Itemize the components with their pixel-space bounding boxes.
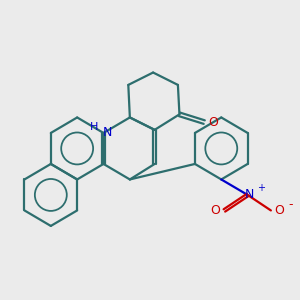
Text: O: O xyxy=(274,204,284,217)
Text: O: O xyxy=(210,204,220,217)
Text: -: - xyxy=(289,198,293,212)
Text: +: + xyxy=(256,183,265,193)
Text: H: H xyxy=(89,122,98,132)
Text: N: N xyxy=(103,127,112,140)
Text: O: O xyxy=(208,116,218,129)
Text: N: N xyxy=(244,188,254,201)
